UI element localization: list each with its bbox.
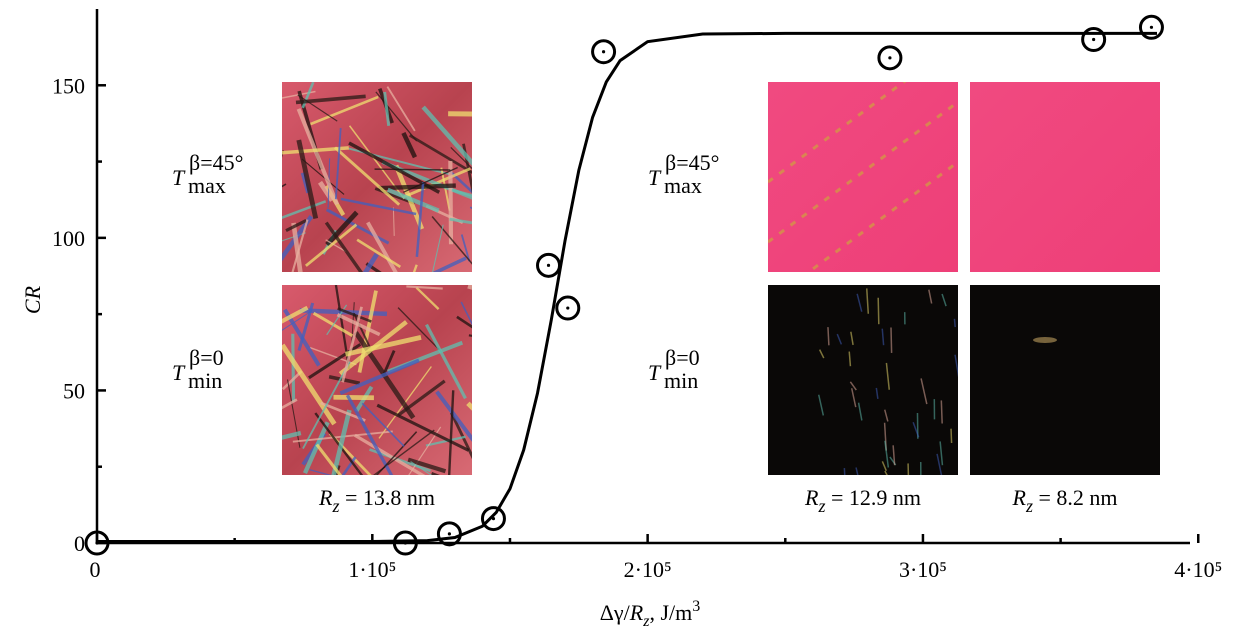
x-label-part: , J/m — [649, 600, 692, 625]
point-center — [602, 50, 605, 53]
x-label-part: 3 — [692, 598, 700, 615]
point-center — [448, 532, 451, 535]
inset-label: β=0 — [665, 345, 700, 370]
defect — [1033, 337, 1057, 343]
defect — [951, 429, 952, 443]
point-center — [1150, 26, 1153, 29]
x-tick-label: 2·10⁵ — [624, 557, 672, 582]
point-center — [95, 541, 98, 544]
micrograph — [768, 42, 958, 302]
streak — [293, 334, 294, 402]
caption-part: z — [1025, 496, 1033, 516]
streak — [375, 169, 451, 170]
inset-caption: Rz = 8.2 nm — [1012, 485, 1118, 516]
inset-label: min — [664, 368, 698, 393]
defect — [891, 327, 892, 352]
micrograph-bg — [768, 285, 958, 475]
inset-label: max — [664, 173, 702, 198]
inset-label: β=45° — [189, 150, 243, 175]
caption-part: = 12.9 nm — [825, 485, 921, 510]
caption-part: z — [817, 496, 825, 516]
micrograph-bg — [768, 82, 958, 272]
defect — [954, 319, 955, 327]
streak — [448, 114, 544, 115]
streak — [450, 161, 451, 244]
streak — [468, 403, 498, 432]
inset-label: T — [648, 360, 662, 385]
point-center — [492, 517, 495, 520]
point-center — [1092, 38, 1095, 41]
caption-part: = 13.8 nm — [339, 485, 435, 510]
caption-part: = 8.2 nm — [1033, 485, 1118, 510]
inset-label: T — [172, 165, 186, 190]
streak — [468, 286, 542, 309]
micrographs — [203, 42, 1160, 538]
defect — [941, 400, 942, 423]
caption-part: R — [1012, 485, 1027, 510]
x-tick-label: 3·10⁵ — [899, 557, 947, 582]
streak — [470, 207, 542, 245]
y-tick-label: 100 — [52, 226, 85, 251]
inset-caption: Rz = 13.8 nm — [318, 485, 435, 516]
point-center — [404, 541, 407, 544]
streak — [267, 150, 283, 208]
point-center — [888, 56, 891, 59]
x-tick-label: 4·10⁵ — [1174, 557, 1222, 582]
x-label-part: R — [629, 600, 644, 625]
caption-part: z — [331, 496, 339, 516]
y-tick-label: 150 — [52, 73, 85, 98]
inset-caption: Rz = 12.9 nm — [804, 485, 921, 516]
inset-label: β=0 — [189, 345, 224, 370]
point-center — [547, 264, 550, 267]
y-tick-label: 0 — [74, 531, 85, 556]
point-center — [566, 306, 569, 309]
streak — [472, 288, 512, 291]
chart: 01·10⁵2·10⁵3·10⁵4·10⁵050100150CRΔγ/Rz, J… — [0, 0, 1235, 632]
inset-label: min — [188, 368, 222, 393]
micrograph-bg — [970, 82, 1160, 272]
micrograph — [970, 285, 1160, 475]
streak — [432, 473, 490, 495]
inset-label: T — [648, 165, 662, 190]
y-tick-label: 50 — [63, 378, 85, 403]
defect — [828, 327, 829, 345]
inset-label: β=45° — [665, 150, 719, 175]
x-tick-label: 1·10⁵ — [348, 557, 396, 582]
inset-label: max — [188, 173, 226, 198]
caption-part: R — [804, 485, 819, 510]
texture — [1033, 337, 1057, 343]
inset-label: T — [172, 360, 186, 385]
x-axis-label: Δγ/Rz, J/m3 — [600, 598, 700, 630]
x-tick-label: 0 — [90, 557, 101, 582]
micrograph — [970, 82, 1160, 272]
x-label-part: Δγ/ — [600, 600, 631, 625]
micrograph-bg — [970, 285, 1160, 475]
defect — [908, 463, 909, 484]
micrograph — [768, 285, 959, 494]
defect — [878, 298, 879, 324]
y-axis-label: CR — [20, 285, 45, 314]
caption-part: R — [318, 485, 333, 510]
